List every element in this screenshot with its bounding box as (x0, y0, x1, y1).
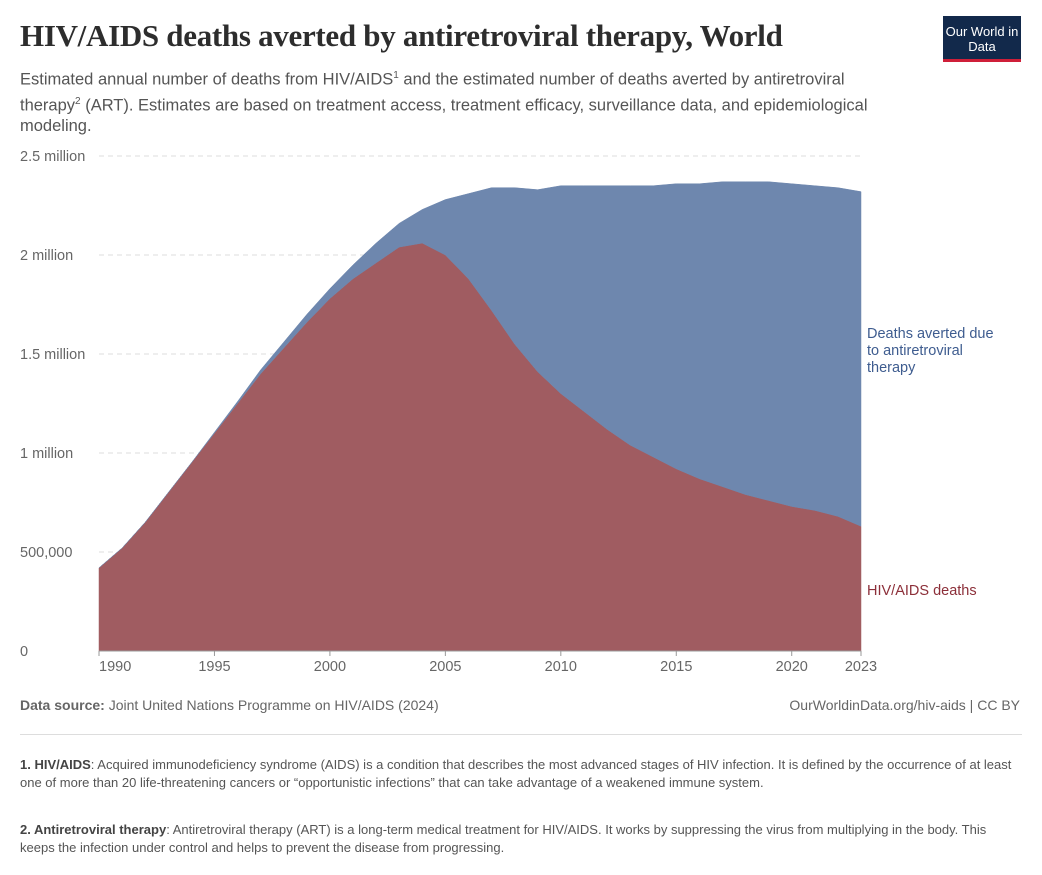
x-tick-label: 2023 (845, 659, 877, 675)
y-tick-label: 500,000 (20, 545, 72, 561)
footnote-ref-1[interactable]: 1 (393, 70, 399, 81)
chart-title: HIV/AIDS deaths averted by antiretrovira… (20, 18, 783, 53)
divider (20, 734, 1022, 735)
y-tick-label: 1.5 million (20, 347, 85, 363)
footnote-term: 2. Antiretroviral therapy (20, 822, 167, 837)
subtitle-text: (ART). Estimates are based on treatment … (20, 96, 868, 135)
chart-subtitle: Estimated annual number of deaths from H… (20, 65, 900, 137)
y-tick-label: 2.5 million (20, 149, 85, 165)
source-label: Data source: (20, 697, 105, 713)
label-line: therapy (867, 360, 916, 376)
x-tick-label: 2010 (545, 659, 577, 675)
owid-logo[interactable]: Our World in Data (943, 16, 1021, 62)
y-tick-label: 1 million (20, 446, 73, 462)
label-line: to antiretroviral (867, 343, 963, 359)
y-tick-label: 2 million (20, 248, 73, 264)
footnote-text: : Antiretroviral therapy (ART) is a long… (20, 822, 987, 855)
footnote-ref-2[interactable]: 2 (75, 95, 81, 107)
subtitle-text: Estimated annual number of deaths from H… (20, 70, 394, 89)
x-tick-label: 2020 (776, 659, 808, 675)
x-tick-label: 1990 (99, 659, 131, 675)
source-text: Joint United Nations Programme on HIV/AI… (104, 697, 439, 713)
x-tick-label: 2005 (429, 659, 461, 675)
x-tick-label: 2015 (660, 659, 692, 675)
area-series-1 (98, 181, 862, 569)
data-source: Data source: Joint United Nations Progra… (20, 697, 439, 713)
series-label-deaths-averted: Deaths averted due to antiretroviral thera… (867, 326, 994, 376)
subtitle-text: and the estimated number of deaths avert… (20, 70, 845, 115)
x-tick-label: 1995 (198, 659, 230, 675)
footnote-term: 1. HIV/AIDS (20, 757, 91, 772)
series-label-hiv-deaths: HIV/AIDS deaths (867, 583, 977, 599)
footnote-1: 1. HIV/AIDS: Acquired immunodeficiency s… (20, 756, 1020, 792)
credit-link[interactable]: OurWorldinData.org/hiv-aids | CC BY (789, 697, 1020, 713)
footnote-text: : Acquired immunodeficiency syndrome (AI… (20, 757, 1012, 790)
footnote-2: 2. Antiretroviral therapy: Antiretrovira… (20, 821, 1020, 857)
y-tick-label: 0 (20, 644, 28, 660)
x-tick-label: 2000 (314, 659, 346, 675)
label-line: Deaths averted due (867, 326, 994, 342)
area-chart: 0 500,000 1 million 1.5 million 2 million 2.5… (20, 149, 994, 675)
